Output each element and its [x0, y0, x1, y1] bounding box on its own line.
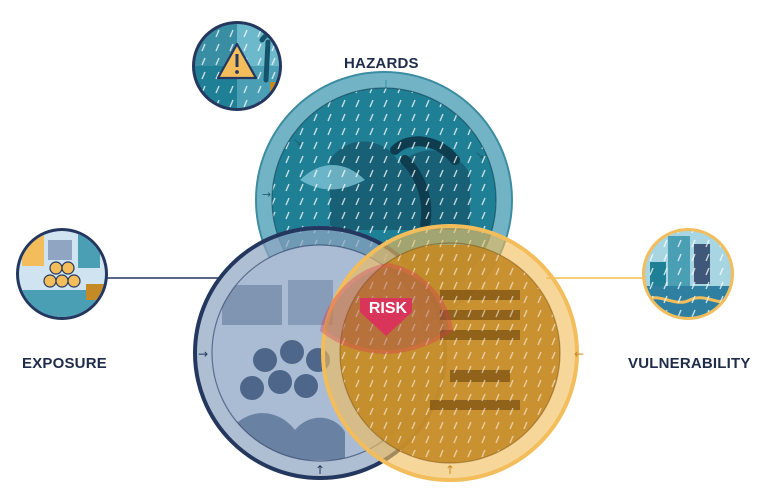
svg-text:↑: ↑: [445, 463, 455, 477]
risk-intersection: [319, 262, 454, 355]
vulnerability-circle: ← ↑: [321, 224, 584, 482]
flooded-town-icon: [642, 228, 734, 320]
storm-warning-icon: [192, 21, 282, 111]
crowd-city-icon: [16, 228, 108, 320]
svg-text:←: ←: [574, 347, 584, 361]
hazards-label: HAZARDS: [344, 55, 419, 72]
vulnerability-label: VULNERABILITY: [628, 355, 751, 372]
svg-text:→: →: [262, 188, 271, 201]
risk-label: RISK: [368, 300, 408, 317]
svg-text:→: →: [198, 347, 208, 361]
svg-text:↑: ↑: [315, 463, 325, 477]
exposure-label: EXPOSURE: [22, 355, 107, 372]
